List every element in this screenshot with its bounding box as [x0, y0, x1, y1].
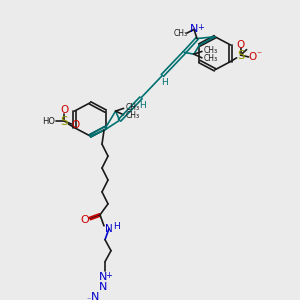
Text: O: O — [248, 52, 257, 62]
Text: ⁻: ⁻ — [87, 295, 91, 300]
Text: N: N — [105, 224, 113, 234]
Text: O: O — [81, 215, 89, 225]
Text: H: H — [140, 101, 146, 110]
Text: N: N — [99, 272, 107, 282]
Text: N: N — [190, 24, 198, 34]
Text: S: S — [61, 115, 68, 128]
Text: CH₃: CH₃ — [126, 111, 140, 120]
Text: N: N — [99, 282, 107, 292]
Text: ⁻: ⁻ — [256, 50, 261, 60]
Text: O: O — [60, 105, 68, 115]
Text: H: H — [112, 222, 119, 231]
Text: CH₃: CH₃ — [174, 29, 188, 38]
Text: +: + — [198, 23, 204, 32]
Text: CH₃: CH₃ — [126, 103, 140, 112]
Text: N: N — [91, 292, 99, 300]
Text: CH₃: CH₃ — [204, 54, 218, 63]
Text: H: H — [161, 78, 168, 87]
Text: O: O — [236, 40, 245, 50]
Text: +: + — [106, 271, 112, 280]
Text: HO: HO — [42, 117, 55, 126]
Text: S: S — [237, 49, 244, 62]
Text: O: O — [71, 120, 80, 130]
Text: CH₃: CH₃ — [204, 46, 218, 55]
